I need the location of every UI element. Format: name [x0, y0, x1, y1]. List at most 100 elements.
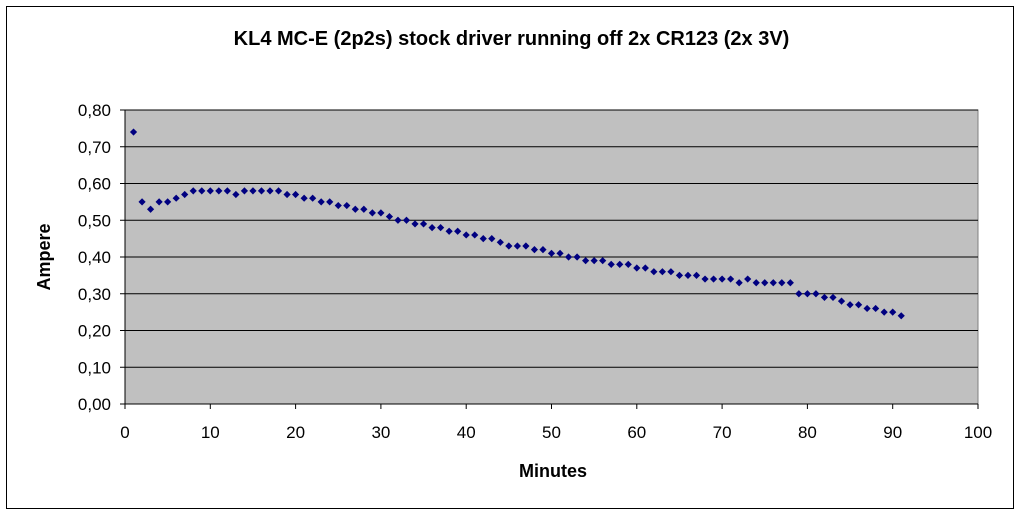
y-tick-label: 0,70 — [78, 138, 111, 157]
data-point — [488, 235, 496, 243]
data-point — [590, 257, 598, 265]
data-point — [616, 260, 624, 268]
data-point — [837, 297, 846, 305]
data-point — [300, 194, 308, 202]
data-point — [641, 264, 649, 272]
data-point — [496, 238, 504, 246]
data-point — [266, 187, 274, 195]
x-tick-label: 80 — [798, 423, 817, 442]
data-point — [846, 301, 854, 309]
data-point — [223, 187, 231, 195]
data-point — [164, 198, 172, 206]
x-tick-label: 0 — [120, 423, 129, 442]
data-point — [718, 275, 726, 283]
data-point — [607, 260, 615, 268]
data-point — [181, 190, 189, 199]
data-point — [752, 279, 760, 287]
data-point — [411, 220, 419, 228]
data-point — [428, 224, 436, 232]
data-point — [735, 279, 743, 287]
data-point — [820, 293, 829, 302]
data-point — [633, 264, 641, 272]
data-point — [215, 187, 223, 195]
x-tick-label: 50 — [542, 423, 561, 442]
data-point — [564, 253, 573, 261]
data-point — [419, 220, 428, 228]
data-point — [812, 290, 820, 298]
y-tick-label: 0,50 — [78, 211, 111, 230]
data-point — [479, 235, 487, 243]
y-tick-label: 0,60 — [78, 175, 111, 194]
data-point — [146, 205, 155, 213]
data-point — [539, 246, 547, 254]
data-point — [582, 257, 590, 265]
data-point — [326, 198, 334, 206]
data-point — [692, 271, 701, 279]
data-point — [675, 271, 684, 279]
x-tick-labels: 0 10 20 30 40 50 60 70 80 90 100 — [120, 423, 992, 442]
data-point — [667, 268, 675, 276]
data-point — [462, 231, 470, 239]
data-point — [351, 205, 359, 213]
data-point — [360, 205, 368, 213]
y-tick-label: 0,00 — [78, 395, 111, 414]
data-point — [257, 187, 266, 195]
data-point — [880, 308, 888, 316]
data-point — [786, 279, 794, 287]
data-point — [402, 216, 411, 224]
y-tick-label: 0,20 — [78, 322, 111, 341]
data-point — [854, 301, 863, 309]
data-point — [292, 190, 300, 199]
data-point — [547, 249, 556, 257]
data-point — [505, 242, 513, 250]
data-point — [317, 198, 325, 206]
data-point — [650, 268, 658, 276]
data-point — [309, 194, 317, 202]
data-point — [829, 293, 837, 302]
data-point — [863, 304, 871, 313]
data-point — [437, 224, 445, 232]
data-point — [232, 190, 240, 199]
data-point — [530, 246, 539, 254]
data-point — [624, 260, 632, 268]
data-point — [522, 242, 530, 250]
data-point — [701, 275, 709, 283]
data-point — [155, 198, 163, 206]
data-point — [368, 209, 376, 217]
data-point — [172, 194, 180, 202]
data-point — [684, 271, 692, 279]
data-point — [198, 187, 206, 195]
grid-layer — [125, 109, 978, 368]
x-tick-label: 70 — [713, 423, 732, 442]
y-tick-label: 0,40 — [78, 248, 111, 267]
x-tick-label: 30 — [371, 423, 390, 442]
data-point — [889, 308, 897, 316]
data-point — [394, 216, 402, 224]
data-point — [658, 268, 666, 276]
data-point — [795, 290, 803, 298]
x-tick-label: 60 — [627, 423, 646, 442]
x-axis-title: Minutes — [519, 461, 587, 481]
axis-layer — [120, 109, 979, 409]
chart-title: KL4 MC-E (2p2s) stock driver running off… — [233, 28, 790, 50]
x-tick-label: 40 — [457, 423, 476, 442]
data-point — [138, 198, 146, 206]
data-point — [343, 201, 351, 210]
x-tick-label: 100 — [964, 423, 992, 442]
data-point — [769, 279, 777, 287]
data-point — [897, 312, 905, 320]
data-point — [778, 279, 786, 287]
data-point — [454, 227, 462, 235]
x-tick-label: 10 — [201, 423, 220, 442]
data-point — [761, 279, 769, 287]
y-tick-label: 0,30 — [78, 285, 111, 304]
x-tick-label: 20 — [286, 423, 305, 442]
data-point — [189, 187, 197, 195]
x-tick-label: 90 — [883, 423, 902, 442]
data-point — [803, 290, 811, 298]
data-point — [471, 231, 479, 239]
data-point — [556, 249, 564, 257]
data-point — [249, 187, 257, 195]
data-point — [240, 187, 249, 195]
